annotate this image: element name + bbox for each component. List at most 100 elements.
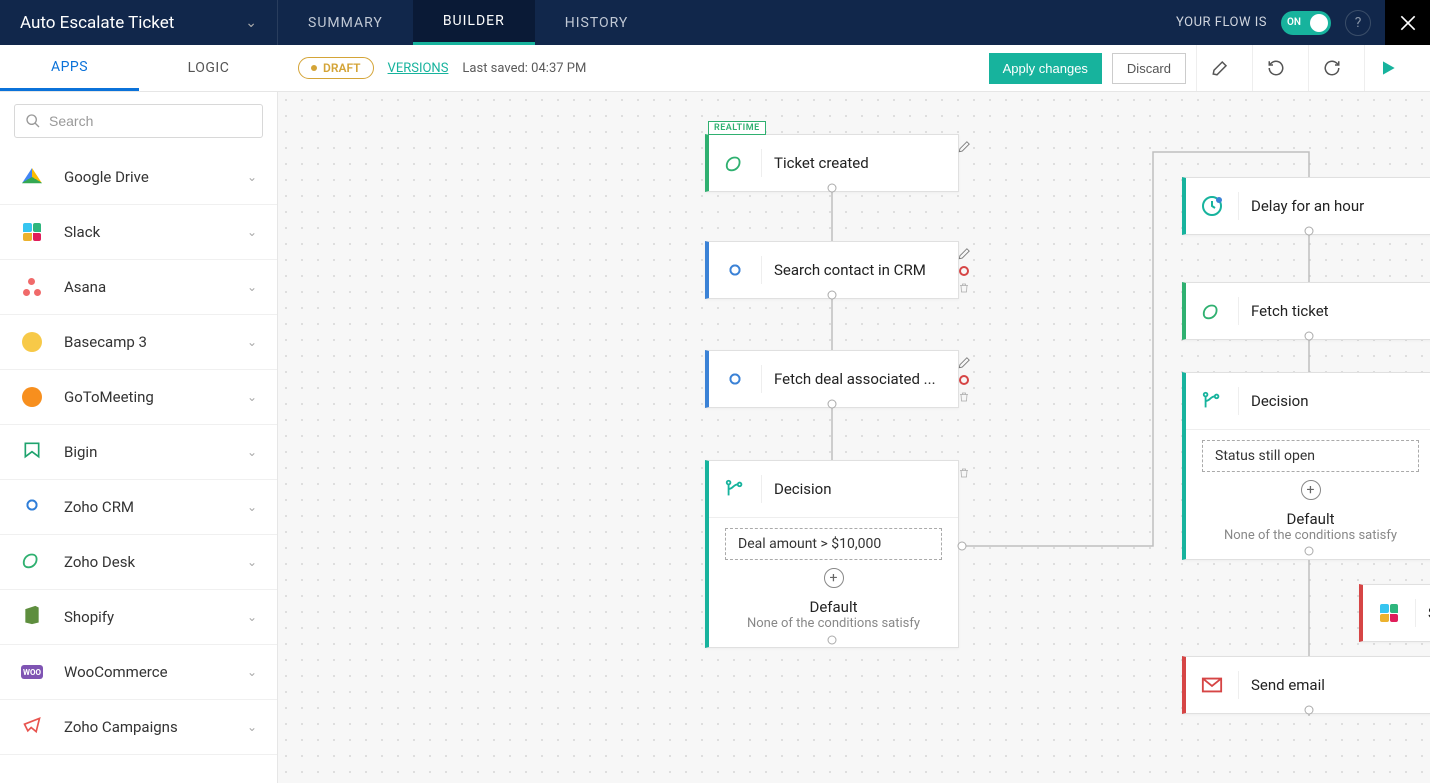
connector-dot[interactable] [828,400,837,409]
status-dot-icon [959,266,969,276]
sidebar-tab-apps[interactable]: APPS [0,45,139,91]
connector-dot[interactable] [1305,227,1314,236]
condition-pill[interactable]: Status still open [1202,440,1419,472]
app-item-campaigns[interactable]: Zoho Campaigns⌄ [0,700,277,755]
app-item-shopify[interactable]: Shopify⌄ [0,590,277,645]
undo-button[interactable] [1252,45,1298,91]
edit-node-button[interactable] [956,246,972,262]
app-item-basecamp[interactable]: Basecamp 3⌄ [0,315,277,370]
canvas[interactable]: REALTIME Ticket created Search contact i… [278,92,1430,783]
redo-button[interactable] [1308,45,1354,91]
default-subtitle: None of the conditions satisfy [725,616,942,631]
header-tabs: SUMMARY BUILDER HISTORY [278,0,658,45]
slack-icon [1375,599,1403,627]
body: Google Drive⌄Slack⌄Asana⌄Basecamp 3⌄GoTo… [0,92,1430,783]
chevron-down-icon: ⌄ [247,445,257,459]
connector-dot[interactable] [828,636,837,645]
woo-icon: WOO [20,660,44,684]
node-decision-2[interactable]: Decision Status still open + Default Non… [1182,372,1430,560]
add-condition-button[interactable]: + [1301,480,1321,500]
app-item-zohocrm[interactable]: Zoho CRM ⌄ [0,480,277,535]
app-label: Zoho CRM [64,498,227,516]
toggle-knob [1310,14,1328,32]
app-label: Basecamp 3 [64,333,227,351]
connector-dot[interactable] [1305,547,1314,556]
zoho-desk-icon [721,149,749,177]
gmail-icon [1198,671,1226,699]
campaigns-icon [20,715,44,739]
flow-title: Auto Escalate Ticket [20,13,245,33]
node-label: Fetch deal associated ... [774,370,936,388]
undo-icon [1267,59,1285,77]
app-item-zohodesk[interactable]: Zoho Desk⌄ [0,535,277,590]
chevron-down-icon: ⌄ [247,610,257,624]
app-label: Zoho Campaigns [64,718,227,736]
help-button[interactable]: ? [1345,10,1371,36]
decision-icon [721,475,749,503]
node-label: Ticket created [774,154,869,172]
app-label: GoToMeeting [64,388,227,406]
decision-icon [1198,387,1226,415]
realtime-badge: REALTIME [708,121,766,135]
default-title: Default [725,598,942,616]
app-item-asana[interactable]: Asana⌄ [0,260,277,315]
edit-node-button[interactable] [956,355,972,371]
zoho-crm-icon [721,365,749,393]
sidebar-tab-logic[interactable]: LOGIC [139,45,278,91]
play-icon [1378,58,1398,78]
tab-history[interactable]: HISTORY [535,0,659,45]
flow-title-wrap[interactable]: Auto Escalate Ticket ⌄ [0,0,278,45]
chevron-down-icon: ⌄ [247,170,257,184]
app-label: Slack [64,223,227,241]
chevron-down-icon: ⌄ [247,280,257,294]
connector-dot[interactable] [1305,332,1314,341]
connector-dot[interactable] [958,542,967,551]
delete-node-button[interactable] [956,465,972,481]
status-dot-icon [959,375,969,385]
search-wrap [0,104,277,150]
app-item-woo[interactable]: WOOWooCommerce⌄ [0,645,277,700]
slack-icon [20,220,44,244]
magic-wand-button[interactable] [1196,45,1242,91]
discard-button[interactable]: Discard [1112,53,1186,84]
tab-summary[interactable]: SUMMARY [278,0,413,45]
sidebar-tabs: APPS LOGIC [0,45,278,91]
draft-dot-icon [311,65,317,71]
node-slack-message[interactable]: Send public channel m... [1359,584,1430,642]
close-icon [1398,13,1418,33]
chevron-down-icon: ⌄ [247,500,257,514]
app-label: Google Drive [64,168,227,186]
flow-toggle[interactable]: ON [1281,11,1331,35]
default-title: Default [1202,510,1419,528]
versions-link[interactable]: VERSIONS [388,61,449,76]
apply-changes-button[interactable]: Apply changes [989,53,1102,84]
connector-dot[interactable] [828,184,837,193]
default-subtitle: None of the conditions satisfy [1202,528,1419,543]
connector-dot[interactable] [1305,706,1314,715]
last-saved-text: Last saved: 04:37 PM [462,61,586,76]
node-label: Send email [1251,676,1325,694]
search-input[interactable] [49,113,252,129]
delete-node-button[interactable] [956,280,972,296]
gotomeeting-icon [20,385,44,409]
tab-builder[interactable]: BUILDER [413,0,535,45]
zoho-crm-icon [721,256,749,284]
app-item-slack[interactable]: Slack⌄ [0,205,277,260]
connector-dot[interactable] [828,291,837,300]
zohocrm-icon [20,495,44,519]
edit-node-button[interactable] [956,139,972,155]
node-label: Decision [774,480,832,498]
search-box[interactable] [14,104,263,138]
condition-pill[interactable]: Deal amount > $10,000 [725,528,942,560]
toolbar-actions: Apply changes Discard [989,45,1410,91]
app-item-gdrive[interactable]: Google Drive ⌄ [0,150,277,205]
add-condition-button[interactable]: + [824,568,844,588]
decision-conditions: Status still open + Default None of the … [1186,429,1430,559]
node-decision-1[interactable]: Decision Deal amount > $10,000 + Default… [705,460,959,648]
close-button[interactable] [1385,0,1430,45]
app-item-bigin[interactable]: Bigin⌄ [0,425,277,480]
run-button[interactable] [1364,45,1410,91]
delete-node-button[interactable] [956,389,972,405]
app-item-gotomeeting[interactable]: GoToMeeting⌄ [0,370,277,425]
chevron-down-icon: ⌄ [245,15,257,31]
